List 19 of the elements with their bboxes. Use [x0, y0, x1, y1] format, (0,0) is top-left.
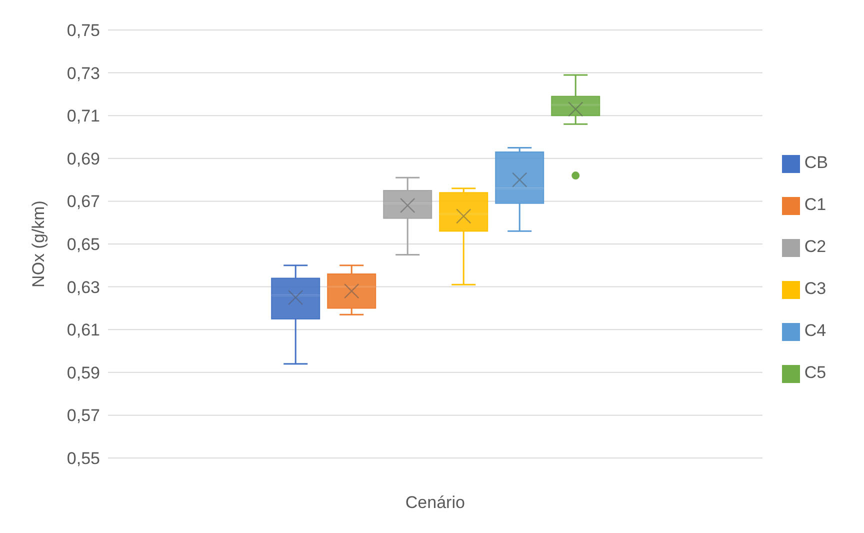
- x-axis-title: Cenário: [405, 493, 465, 512]
- y-tick-label: 0,75: [66, 21, 100, 40]
- legend-label: C5: [804, 363, 826, 382]
- legend-label: C1: [804, 195, 826, 214]
- y-tick-label: 0,63: [66, 278, 100, 297]
- y-tick-label: 0,71: [66, 106, 100, 126]
- y-tick-label: 0,59: [66, 363, 100, 382]
- y-tick-label: 0,61: [66, 320, 100, 340]
- y-tick-label: 0,73: [66, 64, 100, 83]
- y-axis-title: NOx (g/km): [29, 200, 48, 288]
- y-tick-label: 0,57: [66, 406, 100, 426]
- legend-label: C3: [804, 279, 826, 298]
- legend-label: C4: [804, 321, 826, 340]
- y-tick-label: 0,65: [66, 235, 100, 254]
- y-tick-label: 0,69: [66, 149, 100, 168]
- legend-label: CB: [804, 153, 828, 172]
- y-tick-label: 0,67: [66, 192, 100, 212]
- legend-label: C2: [804, 237, 826, 256]
- y-tick-label: 0,55: [66, 449, 100, 468]
